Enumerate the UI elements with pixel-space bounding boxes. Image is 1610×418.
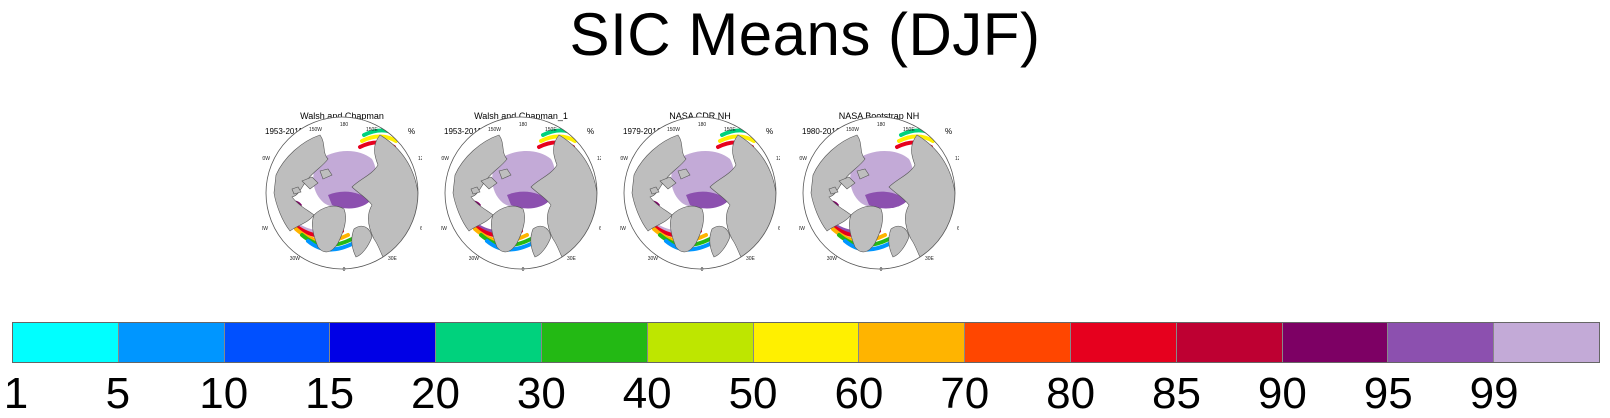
colorbar-tick-label: 90 xyxy=(1258,372,1307,416)
colorbar-segment xyxy=(330,323,436,362)
longitude-label: 60E xyxy=(778,226,780,232)
longitude-label: 150W xyxy=(846,127,859,133)
longitude-label: 30W xyxy=(648,256,659,262)
longitude-label: 30E xyxy=(746,256,756,262)
colorbar-segment xyxy=(542,323,648,362)
colorbar-segment xyxy=(1071,323,1177,362)
colorbar-segment xyxy=(1283,323,1389,362)
longitude-label: 120W xyxy=(799,156,807,162)
colorbar-segment xyxy=(859,323,965,362)
longitude-label: 60W xyxy=(262,226,268,232)
panel-units: % xyxy=(945,127,952,136)
colorbar-tick-label: 50 xyxy=(729,372,778,416)
longitude-label: 180 xyxy=(519,122,528,128)
longitude-label: 150E xyxy=(366,127,378,133)
longitude-label: 150W xyxy=(667,127,680,133)
longitude-label: 60E xyxy=(599,226,601,232)
map-panel: NASA Bootstrap NH1980-2016%180150W150E12… xyxy=(799,110,959,290)
longitude-label: 120E xyxy=(955,156,959,162)
colorbar-tick-label: 60 xyxy=(834,372,883,416)
longitude-label: 180 xyxy=(698,122,707,128)
colorbar-tick-label: 10 xyxy=(199,372,248,416)
longitude-label: 60W xyxy=(799,226,805,232)
longitude-label: 150E xyxy=(545,127,557,133)
longitude-label: 120W xyxy=(620,156,628,162)
panel-units: % xyxy=(587,127,594,136)
panel-units: % xyxy=(766,127,773,136)
colorbar-segment xyxy=(119,323,225,362)
longitude-label: 60W xyxy=(620,226,626,232)
longitude-label: 30E xyxy=(567,256,577,262)
panel-units: % xyxy=(408,127,415,136)
colorbar-segment xyxy=(1177,323,1283,362)
longitude-label: 30W xyxy=(827,256,838,262)
longitude-label: 30W xyxy=(469,256,480,262)
longitude-label: 0 xyxy=(880,267,883,273)
colorbar-tick-label: 1 xyxy=(4,372,28,416)
longitude-label: 0 xyxy=(522,267,525,273)
colorbar-tick-label: 99 xyxy=(1470,372,1519,416)
colorbar xyxy=(12,322,1600,363)
colorbar-segment xyxy=(225,323,331,362)
longitude-label: 60E xyxy=(957,226,959,232)
colorbar-segment xyxy=(754,323,860,362)
colorbar-segment xyxy=(13,323,119,362)
colorbar-segment xyxy=(648,323,754,362)
longitude-label: 120W xyxy=(262,156,270,162)
longitude-label: 0 xyxy=(343,267,346,273)
longitude-label: 30E xyxy=(388,256,398,262)
longitude-label: 120E xyxy=(776,156,780,162)
longitude-label: 150E xyxy=(903,127,915,133)
colorbar-tick-label: 70 xyxy=(940,372,989,416)
colorbar-tick-label: 30 xyxy=(517,372,566,416)
longitude-label: 60W xyxy=(441,226,447,232)
longitude-label: 180 xyxy=(340,122,349,128)
colorbar-segment xyxy=(1388,323,1494,362)
longitude-label: 120W xyxy=(441,156,449,162)
map-panel: NASA CDR NH1979-2016%180150W150E120W120E… xyxy=(620,110,780,290)
colorbar-tick-label: 40 xyxy=(623,372,672,416)
longitude-label: 30W xyxy=(290,256,301,262)
polar-map: NASA CDR NH1979-2016%180150W150E120W120E… xyxy=(620,110,780,290)
colorbar-tick-label: 95 xyxy=(1364,372,1413,416)
longitude-label: 120E xyxy=(418,156,422,162)
colorbar-tick-label: 20 xyxy=(411,372,460,416)
longitude-label: 150W xyxy=(309,127,322,133)
colorbar-tick-label: 80 xyxy=(1046,372,1095,416)
polar-map: NASA Bootstrap NH1980-2016%180150W150E12… xyxy=(799,110,959,290)
colorbar-tick-label: 85 xyxy=(1152,372,1201,416)
colorbar-tick-label: 5 xyxy=(106,372,130,416)
colorbar-segment xyxy=(436,323,542,362)
main-title: SIC Means (DJF) xyxy=(0,0,1610,70)
map-panel: Walsh and Chapman1953-2011%180150W150E12… xyxy=(262,110,422,290)
colorbar-segment xyxy=(965,323,1071,362)
longitude-label: 150W xyxy=(488,127,501,133)
longitude-label: 150E xyxy=(724,127,736,133)
colorbar-segment xyxy=(1494,323,1599,362)
longitude-label: 180 xyxy=(877,122,886,128)
longitude-label: 30E xyxy=(925,256,935,262)
longitude-label: 0 xyxy=(701,267,704,273)
longitude-label: 120E xyxy=(597,156,601,162)
colorbar-tick-label: 15 xyxy=(305,372,354,416)
polar-map: Walsh and Chapman1953-2011%180150W150E12… xyxy=(262,110,422,290)
longitude-label: 60E xyxy=(420,226,422,232)
